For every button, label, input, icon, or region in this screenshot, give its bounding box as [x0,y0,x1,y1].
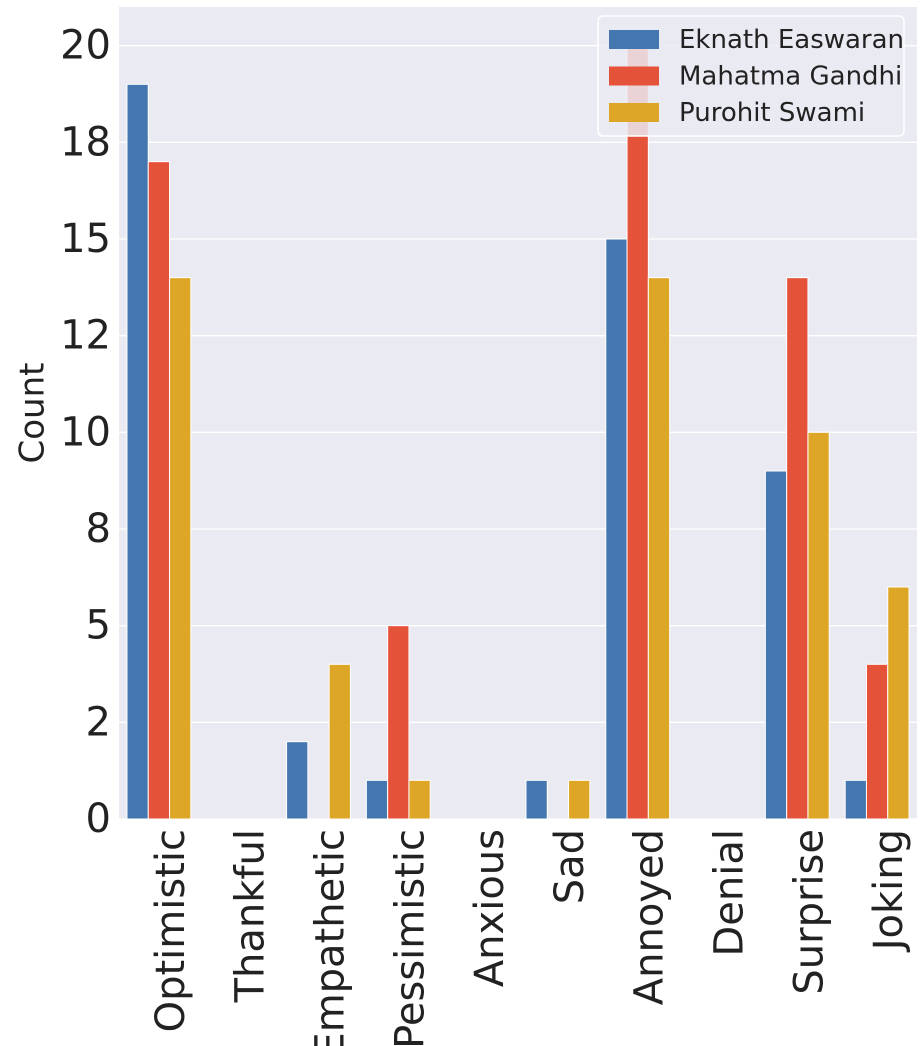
legend-label: Purohit Swami [679,98,865,128]
bar [887,586,910,820]
x-tick-label: Denial [707,829,753,957]
legend-label: Eknath Easwaran [679,25,904,55]
bar [626,45,649,820]
bar [764,470,788,820]
bar [147,161,171,820]
bar [408,779,431,820]
y-tick-label: 20 [60,23,111,69]
legend-swatch [609,103,659,122]
bar [865,663,889,820]
y-tick-label: 12 [60,313,111,359]
bar [126,83,149,820]
x-tick-label: Surprise [786,829,832,995]
legend-label: Mahatma Gandhi [679,62,902,92]
x-tick-label: Anxious [467,829,513,987]
legend-box [597,15,905,137]
y-tick-label: 2 [86,699,111,745]
bar [647,277,671,820]
x-tick-label: Sad [547,829,593,904]
y-tick-label: 8 [86,506,111,552]
bar [568,779,591,820]
x-tick-label: Joking [866,829,912,953]
x-tick-label: Optimistic [148,829,194,1032]
x-tick-label: Pessimistic [387,829,433,1046]
y-tick-label: 5 [86,603,111,649]
bar [169,277,192,820]
bar [328,663,351,820]
bars [126,45,910,820]
bar [844,779,867,820]
legend-swatch [609,66,659,86]
gridlines [119,45,917,820]
legend: Eknath Easwaran Mahatma Gandhi Purohit Swa… [597,15,905,137]
y-tick-label: 15 [60,216,111,262]
y-tick-label: 0 [86,796,111,842]
bar [786,277,809,820]
legend-swatch [609,30,659,49]
y-axis-title: Count [13,363,53,464]
bar [807,431,830,820]
y-tick-label: 18 [60,119,111,165]
bar [605,238,628,820]
x-axis-ticks: Optimistic Thankful Empathetic Pessimistic A… [148,829,912,1046]
y-axis-ticks: 0 2 5 8 10 12 15 18 20 [60,23,111,842]
x-tick-label: Thankful [228,829,274,1003]
bar [525,779,548,820]
bar [387,625,410,820]
x-tick-label: Empathetic [308,829,354,1046]
bar [286,741,309,820]
bar [365,779,389,820]
x-tick-label: Annoyed [627,829,673,1005]
y-tick-label: 10 [60,409,111,455]
